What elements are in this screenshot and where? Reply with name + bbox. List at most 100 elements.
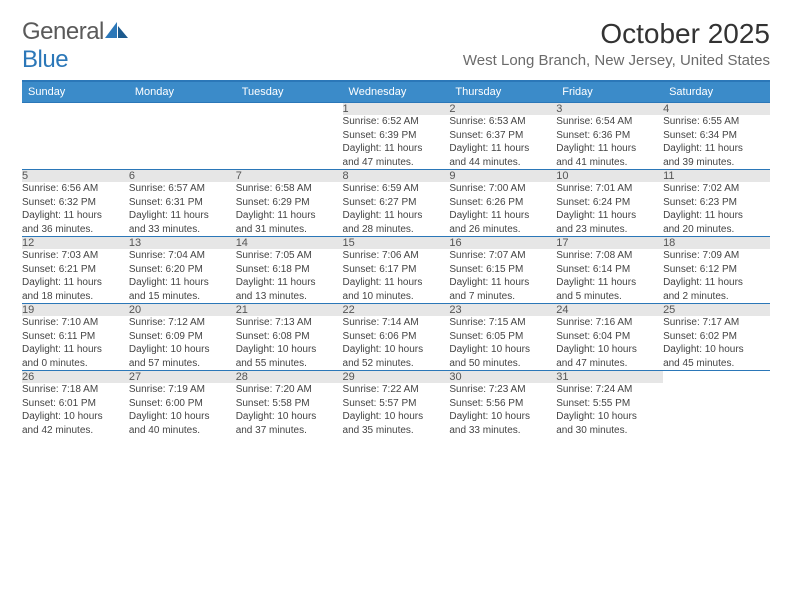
day-content-cell: Sunrise: 7:24 AMSunset: 5:55 PMDaylight:…: [556, 383, 663, 437]
daylight-text-1: Daylight: 11 hours: [343, 276, 450, 290]
daylight-text-1: Daylight: 11 hours: [236, 209, 343, 223]
day-number-cell: 17: [556, 237, 663, 250]
sunrise-text: Sunrise: 7:02 AM: [663, 182, 770, 196]
daylight-text-2: and 55 minutes.: [236, 357, 343, 371]
daylight-text-1: Daylight: 11 hours: [663, 209, 770, 223]
daylight-text-2: and 47 minutes.: [556, 357, 663, 371]
daylight-text-2: and 28 minutes.: [343, 223, 450, 237]
daylight-text-1: Daylight: 10 hours: [449, 343, 556, 357]
day-number-cell: 3: [556, 103, 663, 116]
daylight-text-2: and 50 minutes.: [449, 357, 556, 371]
calendar-head: SundayMondayTuesdayWednesdayThursdayFrid…: [22, 82, 770, 103]
day-content-cell: Sunrise: 6:53 AMSunset: 6:37 PMDaylight:…: [449, 115, 556, 170]
sunrise-text: Sunrise: 6:56 AM: [22, 182, 129, 196]
daylight-text-2: and 42 minutes.: [22, 424, 129, 438]
day-content-cell: Sunrise: 7:12 AMSunset: 6:09 PMDaylight:…: [129, 316, 236, 371]
daylight-text-1: Daylight: 11 hours: [556, 142, 663, 156]
sunrise-text: Sunrise: 7:01 AM: [556, 182, 663, 196]
sunset-text: Sunset: 6:08 PM: [236, 330, 343, 344]
daylight-text-2: and 2 minutes.: [663, 290, 770, 304]
day-number-cell: 4: [663, 103, 770, 116]
sunrise-text: Sunrise: 6:53 AM: [449, 115, 556, 129]
day-content-cell: Sunrise: 7:02 AMSunset: 6:23 PMDaylight:…: [663, 182, 770, 237]
day-content-cell: Sunrise: 6:56 AMSunset: 6:32 PMDaylight:…: [22, 182, 129, 237]
sunrise-text: Sunrise: 7:23 AM: [449, 383, 556, 397]
day-content-cell: Sunrise: 7:15 AMSunset: 6:05 PMDaylight:…: [449, 316, 556, 371]
daylight-text-2: and 35 minutes.: [343, 424, 450, 438]
daylight-text-2: and 26 minutes.: [449, 223, 556, 237]
day-number-cell: [236, 103, 343, 116]
daylight-text-1: Daylight: 11 hours: [129, 276, 236, 290]
day-content-row: Sunrise: 7:10 AMSunset: 6:11 PMDaylight:…: [22, 316, 770, 371]
day-content-cell: Sunrise: 7:16 AMSunset: 6:04 PMDaylight:…: [556, 316, 663, 371]
sunrise-text: Sunrise: 7:00 AM: [449, 182, 556, 196]
daylight-text-2: and 10 minutes.: [343, 290, 450, 304]
daylight-text-2: and 15 minutes.: [129, 290, 236, 304]
day-content-cell: Sunrise: 7:04 AMSunset: 6:20 PMDaylight:…: [129, 249, 236, 304]
daylight-text-1: Daylight: 11 hours: [343, 142, 450, 156]
day-content-cell: Sunrise: 7:09 AMSunset: 6:12 PMDaylight:…: [663, 249, 770, 304]
day-number-cell: 11: [663, 170, 770, 183]
daylight-text-2: and 41 minutes.: [556, 156, 663, 170]
day-number-cell: 12: [22, 237, 129, 250]
daylight-text-2: and 36 minutes.: [22, 223, 129, 237]
daylight-text-2: and 33 minutes.: [449, 424, 556, 438]
day-content-cell: [22, 115, 129, 170]
sunrise-text: Sunrise: 7:07 AM: [449, 249, 556, 263]
day-header: Tuesday: [236, 82, 343, 103]
daylight-text-1: Daylight: 11 hours: [22, 276, 129, 290]
day-number-cell: [663, 371, 770, 384]
sunrise-text: Sunrise: 7:04 AM: [129, 249, 236, 263]
sunset-text: Sunset: 5:58 PM: [236, 397, 343, 411]
day-number-cell: 9: [449, 170, 556, 183]
day-content-cell: [663, 383, 770, 437]
sunrise-text: Sunrise: 6:57 AM: [129, 182, 236, 196]
day-content-row: Sunrise: 6:52 AMSunset: 6:39 PMDaylight:…: [22, 115, 770, 170]
daylight-text-2: and 7 minutes.: [449, 290, 556, 304]
day-number-cell: [129, 103, 236, 116]
day-number-cell: 29: [343, 371, 450, 384]
sunrise-text: Sunrise: 7:06 AM: [343, 249, 450, 263]
sunset-text: Sunset: 6:36 PM: [556, 129, 663, 143]
daylight-text-2: and 52 minutes.: [343, 357, 450, 371]
sunrise-text: Sunrise: 6:58 AM: [236, 182, 343, 196]
header: GeneralBlue October 2025 West Long Branc…: [22, 18, 770, 74]
day-content-cell: Sunrise: 7:10 AMSunset: 6:11 PMDaylight:…: [22, 316, 129, 371]
daylight-text-1: Daylight: 11 hours: [343, 209, 450, 223]
sunset-text: Sunset: 6:29 PM: [236, 196, 343, 210]
day-content-cell: Sunrise: 7:08 AMSunset: 6:14 PMDaylight:…: [556, 249, 663, 304]
day-number-cell: 27: [129, 371, 236, 384]
daylight-text-1: Daylight: 10 hours: [236, 343, 343, 357]
sunset-text: Sunset: 6:17 PM: [343, 263, 450, 277]
daylight-text-1: Daylight: 10 hours: [449, 410, 556, 424]
sunset-text: Sunset: 5:57 PM: [343, 397, 450, 411]
day-header: Friday: [556, 82, 663, 103]
daylight-text-2: and 23 minutes.: [556, 223, 663, 237]
sunrise-text: Sunrise: 6:52 AM: [343, 115, 450, 129]
day-number-cell: 19: [22, 304, 129, 317]
daylight-text-1: Daylight: 11 hours: [663, 276, 770, 290]
daylight-text-1: Daylight: 10 hours: [129, 410, 236, 424]
day-content-cell: Sunrise: 7:17 AMSunset: 6:02 PMDaylight:…: [663, 316, 770, 371]
daylight-text-1: Daylight: 10 hours: [556, 410, 663, 424]
day-content-row: Sunrise: 7:18 AMSunset: 6:01 PMDaylight:…: [22, 383, 770, 437]
logo: GeneralBlue: [22, 18, 130, 74]
day-content-cell: Sunrise: 7:22 AMSunset: 5:57 PMDaylight:…: [343, 383, 450, 437]
sunrise-text: Sunrise: 7:20 AM: [236, 383, 343, 397]
location-text: West Long Branch, New Jersey, United Sta…: [463, 52, 770, 69]
daylight-text-1: Daylight: 11 hours: [449, 142, 556, 156]
daylight-text-1: Daylight: 10 hours: [343, 343, 450, 357]
day-number-row: 19202122232425: [22, 304, 770, 317]
day-number-cell: 2: [449, 103, 556, 116]
sunrise-text: Sunrise: 7:22 AM: [343, 383, 450, 397]
sunset-text: Sunset: 6:05 PM: [449, 330, 556, 344]
daylight-text-2: and 31 minutes.: [236, 223, 343, 237]
sunset-text: Sunset: 6:24 PM: [556, 196, 663, 210]
day-content-cell: Sunrise: 7:20 AMSunset: 5:58 PMDaylight:…: [236, 383, 343, 437]
day-content-cell: Sunrise: 6:57 AMSunset: 6:31 PMDaylight:…: [129, 182, 236, 237]
daylight-text-1: Daylight: 11 hours: [556, 276, 663, 290]
day-number-cell: 20: [129, 304, 236, 317]
daylight-text-2: and 13 minutes.: [236, 290, 343, 304]
daylight-text-2: and 45 minutes.: [663, 357, 770, 371]
sunrise-text: Sunrise: 7:24 AM: [556, 383, 663, 397]
